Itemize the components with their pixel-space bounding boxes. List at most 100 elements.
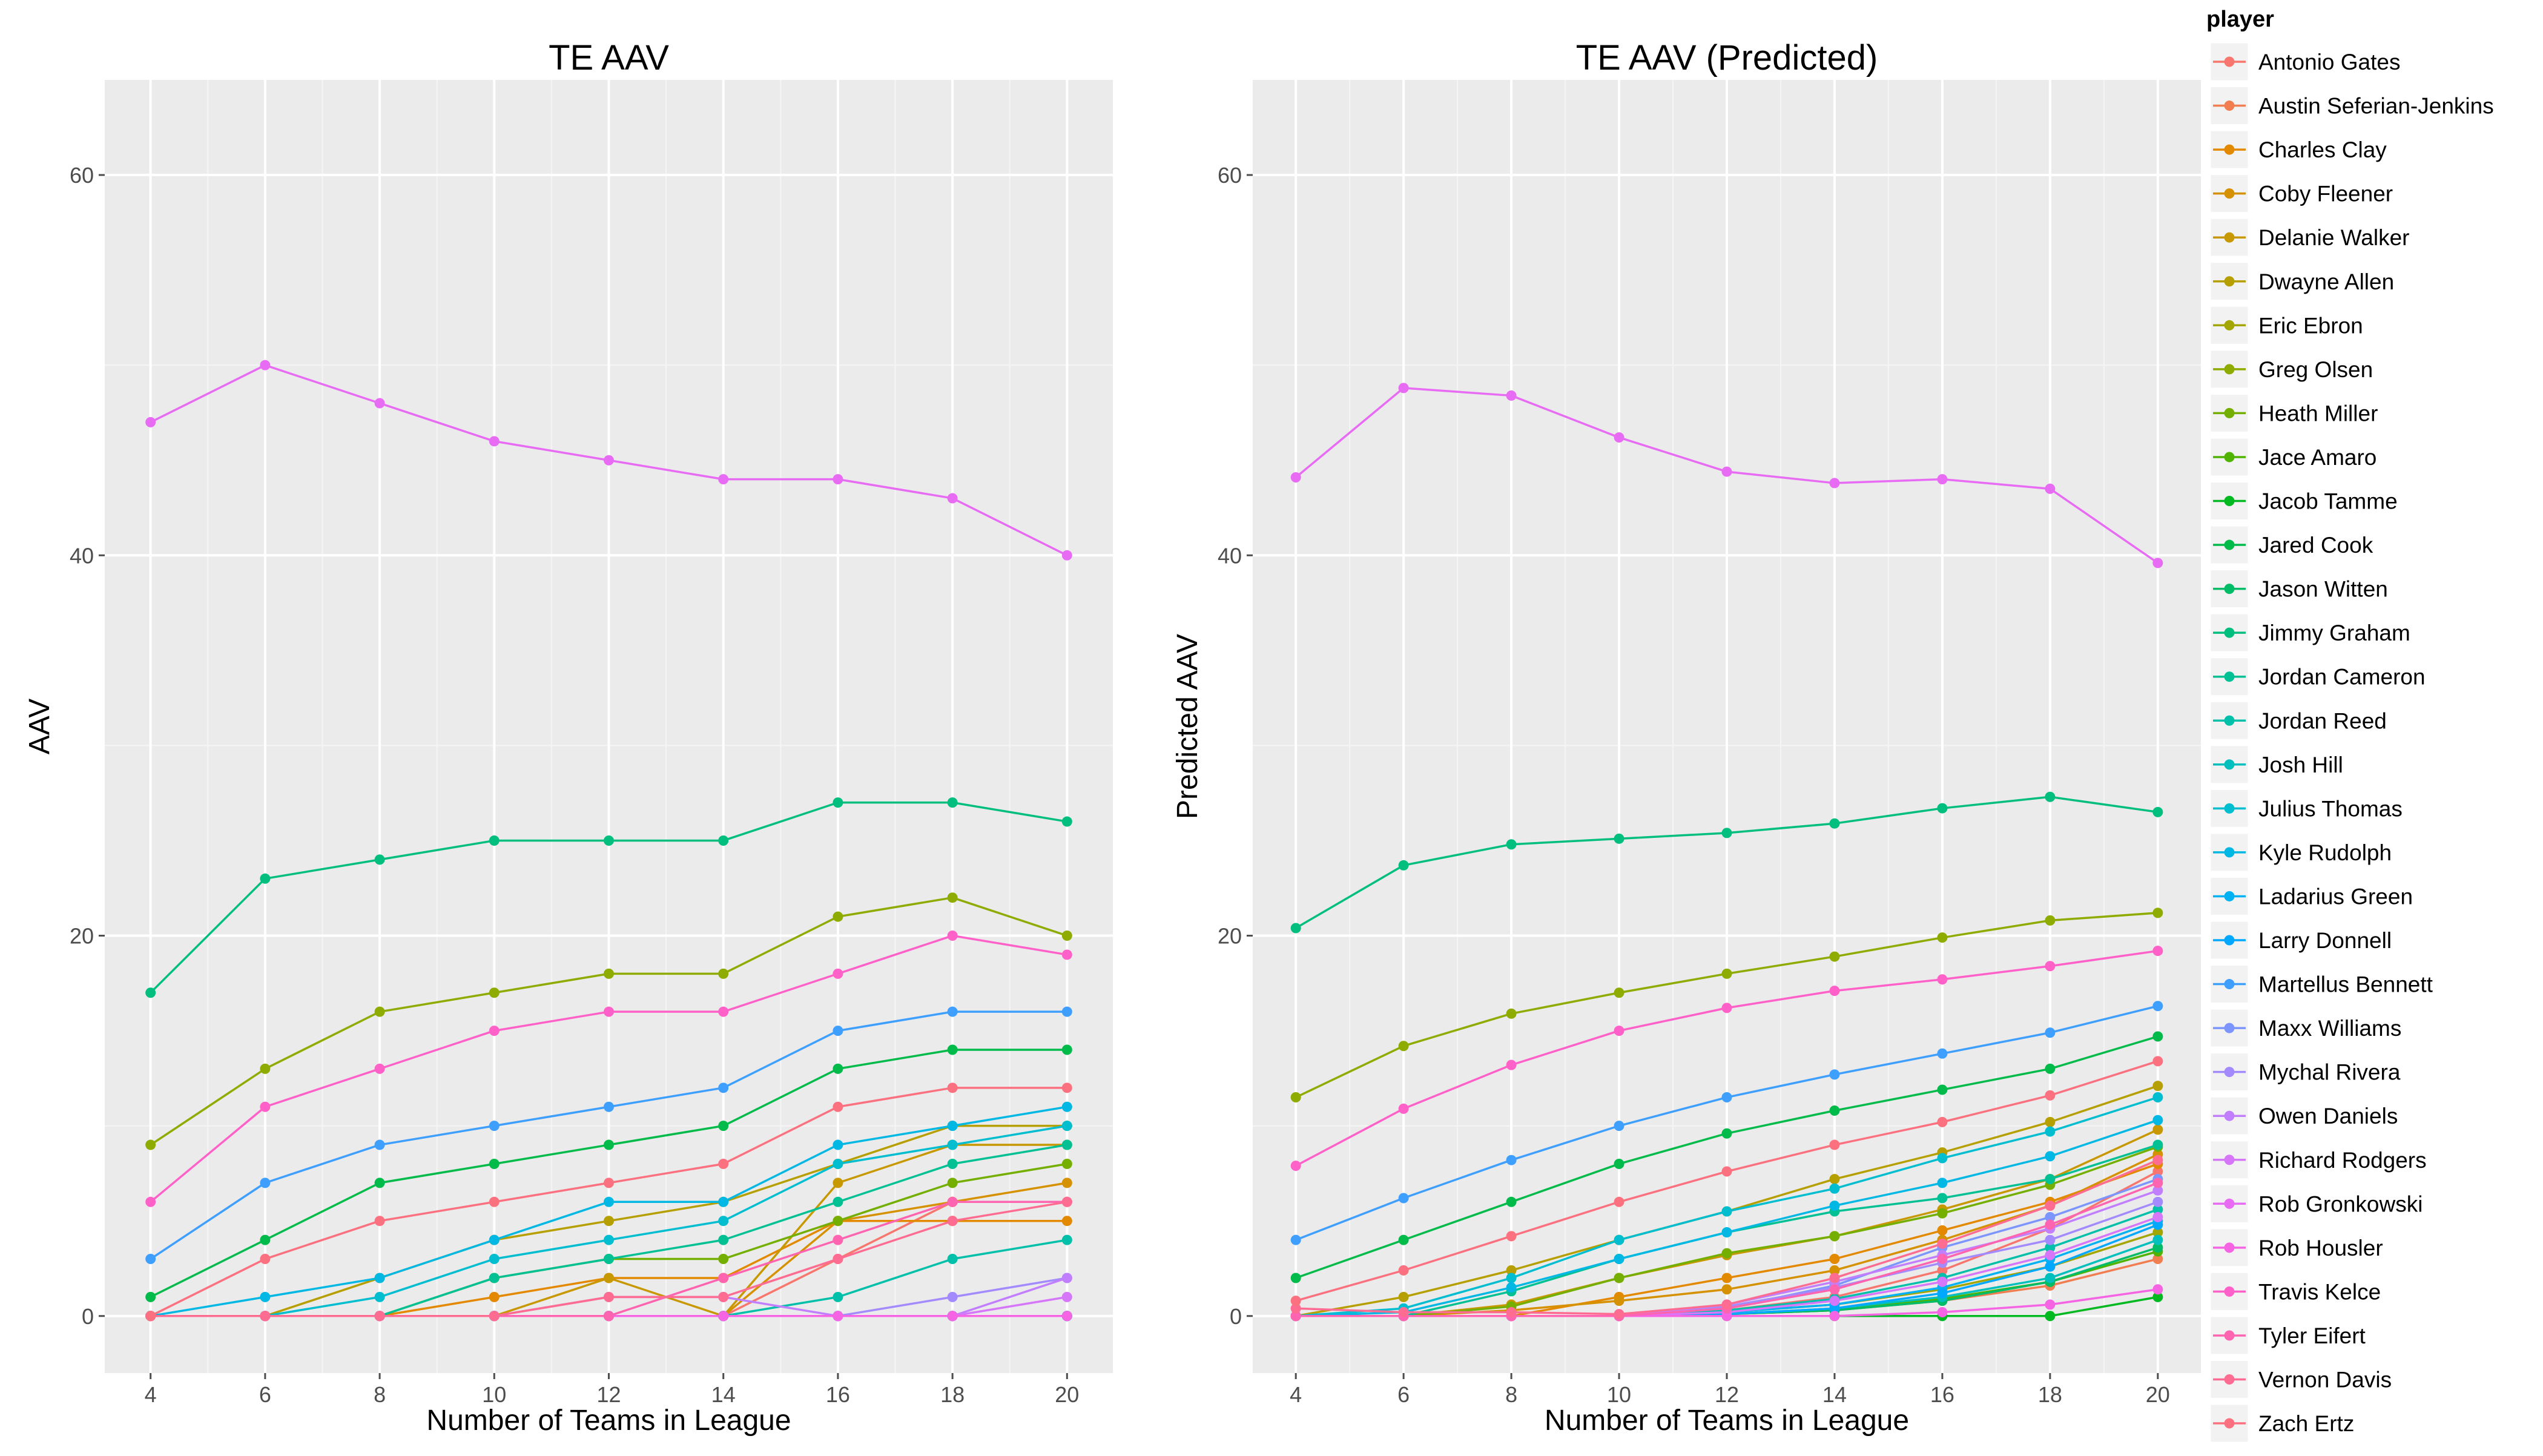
legend-key-point (2224, 584, 2235, 595)
data-point (1506, 1306, 1517, 1317)
data-point (2045, 1027, 2056, 1038)
data-point (1398, 1291, 1409, 1302)
legend-entry: Owen Daniels (2209, 1095, 2398, 1136)
data-point (1937, 974, 1948, 985)
legend-key-point (2224, 276, 2235, 287)
legend-label: Coby Fleener (2258, 182, 2393, 206)
data-point (2045, 1273, 2056, 1283)
data-point (1614, 987, 1624, 998)
data-point (1061, 816, 1072, 827)
data-point (374, 1006, 385, 1017)
data-point (604, 1006, 614, 1017)
data-point (1937, 1153, 1948, 1164)
legend-label: Jordan Reed (2258, 708, 2387, 733)
legend-title: player (2206, 7, 2274, 32)
data-point (718, 474, 729, 485)
data-point (1937, 1238, 1948, 1249)
data-point (1061, 1196, 1072, 1207)
data-point (2045, 1151, 2056, 1162)
data-point (2152, 1291, 2163, 1302)
data-point (1506, 1265, 1517, 1276)
data-point (1398, 1193, 1409, 1204)
data-point (145, 1139, 156, 1150)
data-point (1506, 1196, 1517, 1207)
data-point (489, 835, 500, 846)
legend-entry: Julius Thomas (2209, 788, 2403, 829)
data-point (1061, 550, 1072, 561)
legend-entry: Jacob Tamme (2209, 481, 2398, 521)
y-tick-label: 60 (1218, 163, 1242, 188)
legend-label: Richard Rodgers (2258, 1148, 2427, 1173)
legend-entry: Ladarius Green (2209, 875, 2413, 917)
data-point (2045, 1261, 2056, 1272)
data-point (833, 1026, 843, 1036)
data-point (1061, 1291, 1072, 1302)
data-point (1937, 1116, 1948, 1127)
data-point (604, 1101, 614, 1112)
data-point (2152, 1204, 2163, 1215)
data-point (1721, 1284, 1732, 1295)
data-point (718, 1216, 729, 1227)
chart-title: TE AAV (549, 38, 669, 77)
data-point (1937, 932, 1948, 943)
data-point (833, 1196, 843, 1207)
data-point (1937, 1048, 1948, 1059)
data-point (718, 1254, 729, 1265)
legend-key-point (2224, 188, 2235, 199)
x-tick-label: 8 (374, 1382, 386, 1407)
x-tick-label: 14 (1822, 1382, 1847, 1407)
data-point (833, 1254, 843, 1265)
legend-entry: Kyle Rudolph (2209, 832, 2392, 873)
data-point (833, 1234, 843, 1245)
legend-entry: Zach Ertz (2209, 1403, 2354, 1444)
y-tick-label: 40 (70, 543, 94, 568)
data-point (1829, 1311, 1840, 1322)
legend-key-point (2224, 496, 2235, 506)
data-point (374, 398, 385, 409)
data-point (2152, 1254, 2163, 1265)
data-point (2045, 1090, 2056, 1101)
legend-key-point (2224, 144, 2235, 155)
data-point (1614, 1309, 1624, 1320)
data-point (1614, 1296, 1624, 1306)
legend-entry: Jordan Cameron (2209, 656, 2426, 697)
data-point (1506, 1231, 1517, 1242)
y-axis-label: Predicted AAV (1172, 634, 1204, 819)
data-point (1614, 432, 1624, 443)
data-point (1829, 1303, 1840, 1314)
data-point (2045, 1250, 2056, 1260)
legend-key-point (2224, 1286, 2235, 1297)
chart-title: TE AAV (Predicted) (1576, 38, 1878, 77)
x-tick-label: 6 (1397, 1382, 1410, 1407)
legend-label: Josh Hill (2258, 753, 2343, 777)
data-point (947, 1254, 958, 1265)
data-point (1614, 1273, 1624, 1283)
data-point (260, 1311, 271, 1322)
legend-key-point (2224, 1242, 2235, 1253)
data-point (833, 911, 843, 922)
x-tick-label: 6 (259, 1382, 271, 1407)
data-point (1829, 1139, 1840, 1150)
x-tick-label: 12 (596, 1382, 621, 1407)
data-point (947, 1311, 958, 1322)
data-point (1721, 466, 1732, 477)
legend-key-point (2224, 100, 2235, 111)
data-point (1937, 1288, 1948, 1299)
data-point (833, 1178, 843, 1188)
data-point (2152, 1056, 2163, 1067)
data-point (1721, 1166, 1732, 1177)
data-point (2045, 1211, 2056, 1222)
data-point (1937, 1254, 1948, 1265)
data-point (1721, 828, 1732, 838)
legend-entry: Heath Miller (2209, 392, 2378, 433)
legend-label: Greg Olsen (2258, 357, 2373, 382)
legend-key-point (2224, 320, 2235, 331)
data-point (604, 1178, 614, 1188)
data-point (2045, 1063, 2056, 1074)
data-point (1506, 390, 1517, 401)
x-tick-label: 20 (1055, 1382, 1079, 1407)
data-point (1061, 949, 1072, 960)
legend-label: Owen Daniels (2258, 1104, 2398, 1128)
data-point (374, 1273, 385, 1283)
